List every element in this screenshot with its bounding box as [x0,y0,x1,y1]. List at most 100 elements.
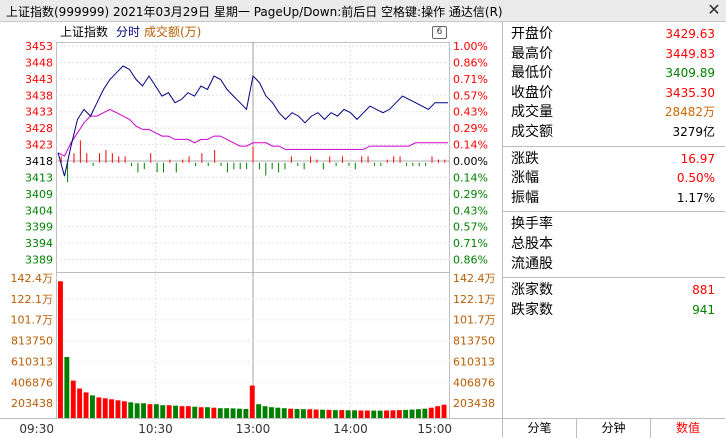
panel-row: 涨幅 0.50% [503,169,725,187]
volume-bar [422,408,428,418]
volume-bar [249,385,255,418]
price-tick-label: 3404 [25,204,53,217]
panel-row: 总股本 [503,235,725,253]
volume-bar [211,407,217,418]
price-tick-label: 3413 [25,171,53,184]
volume-tick-label: 610313 [11,355,53,368]
close-button[interactable]: ✕ [707,0,721,19]
panel-row-value: 3279亿 [672,125,715,139]
volume-bar [339,410,345,418]
pct-tick-label: 0.14% [453,139,488,152]
panel-tabs: 分笔 分钟 数值 [503,418,725,438]
price-line [57,65,448,177]
pct-tick-label: 0.86% [453,56,488,69]
panel-row-value: 0.50% [676,171,715,186]
volume-bar [173,405,178,418]
volume-bar [384,410,389,418]
volume-bar [121,401,127,418]
chart-volume-label: 成交额(万) [144,24,201,39]
panel-row: 振幅 1.17% [503,189,725,207]
volume-bar [256,404,262,418]
pct-tick-label: 0.29% [453,122,488,135]
time-axis-label: 15:00 [417,422,452,436]
panel-row-value: 941 [692,302,715,317]
volume-bar [326,409,332,418]
volume-bar [205,407,210,418]
price-tick-label: 3409 [25,188,53,201]
pct-tick-label: 0.29% [453,188,488,201]
volume-bar [345,410,351,418]
panel-row-value: 16.97 [680,151,715,166]
volume-bar [115,400,121,418]
volume-tick-label-right: 101.7万 [453,314,496,327]
panel-row-label: 总股本 [511,236,553,252]
volume-bar [230,408,236,418]
volume-bar [441,404,447,418]
panel-row-label: 涨跌 [511,150,539,167]
time-axis-label: 13:00 [236,422,271,436]
volume-bar [269,407,274,418]
volume-bar [192,406,198,418]
volume-tick-label-right: 813750 [453,335,495,348]
volume-tick-label: 101.7万 [11,314,54,327]
volume-tick-label-right: 142.4万 [453,272,496,285]
panel-row-value: 3429.63 [665,27,715,41]
intraday-chart[interactable]: 上证指数 分时 成交额(万) 3453 1.00% 3448 0.86% 3443 0.71% 3… [0,22,502,437]
time-axis-label: 09:30 [19,422,54,436]
panel-tab[interactable]: 分钟 [577,419,651,438]
chart-settings-icon[interactable]: 6 [432,26,447,39]
volume-bar [352,410,357,418]
average-price-line [57,108,448,157]
volume-bar [64,357,70,418]
price-tick-label: 3389 [25,254,53,267]
volume-tick-label: 203438 [11,397,53,410]
volume-bar [281,408,287,418]
panel-tab[interactable]: 数值 [675,421,700,435]
volume-bar [409,409,415,418]
volume-bar [313,409,319,418]
pct-tick-label: 0.43% [453,106,488,119]
price-tick-label: 3438 [25,89,53,102]
time-axis-label: 14:00 [333,422,368,436]
chart-canvas[interactable]: 上证指数 分时 成交额(万) 3453 1.00% 3448 0.86% 3443 0.71% 3… [0,22,502,437]
chart-index-name: 上证指数 [60,24,108,39]
price-tick-label: 3453 [25,40,53,53]
panel-row: 最低价 3409.89 [503,64,725,82]
volume-bar [153,404,159,418]
panel-row-label: 振幅 [511,189,539,206]
panel-row-value: 1.17% [676,190,715,205]
volume-bar [435,406,441,418]
panel-row-label: 换手率 [511,216,553,233]
panel-row: 最高价 3449.83 [503,45,725,63]
volume-bar [224,408,230,418]
panel-row-label: 涨家数 [511,282,553,299]
volume-bar [428,407,434,418]
panel-tab[interactable]: 分笔 [503,419,577,438]
panel-row: 开盘价 3429.63 [503,25,725,43]
volume-bar [83,392,89,418]
panel-row-value: 3449.83 [665,46,715,61]
pct-tick-label: 0.86% [453,254,488,267]
volume-bar [288,408,294,418]
volume-tick-label-right: 406876 [453,376,495,389]
volume-bar [307,409,313,418]
volume-bar [243,409,249,418]
volume-bar [77,388,83,418]
pct-tick-label: 1.00% [453,40,488,53]
price-tick-label: 3443 [25,73,53,86]
chart-fenshi-label: 分时 [116,25,140,39]
volume-tick-label: 406876 [11,376,53,389]
price-tick-label: 3433 [25,106,53,119]
volume-bar [390,410,396,418]
volume-bar [377,410,383,418]
volume-tick-label: 122.1万 [11,293,54,306]
panel-row-label: 跌家数 [511,301,553,318]
volume-tick-label-right: 610313 [453,355,495,368]
volume-bar [396,410,402,418]
volume-tick-label: 142.4万 [11,272,54,285]
volume-bar [198,407,204,418]
panel-row-label: 最低价 [511,65,553,82]
volume-bar [134,403,140,418]
panel-separator [503,145,725,147]
volume-bar [185,406,191,418]
